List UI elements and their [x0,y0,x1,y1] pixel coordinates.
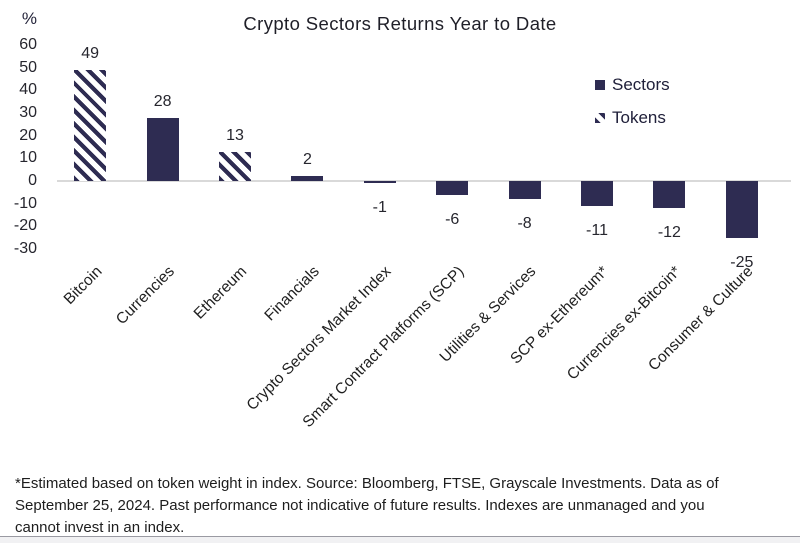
bar [581,181,613,206]
legend-label: Tokens [612,108,666,127]
y-axis-unit-label: % [21,9,37,28]
bar [508,181,541,200]
x-axis-category-label: Crypto Sectors Market Index [243,263,395,414]
x-axis-category-label: Bitcoin [60,263,106,308]
tokens-hatch-swatch-icon [595,113,605,123]
bar-value-label: -6 [445,210,460,228]
bar [219,151,251,181]
bar [74,69,107,181]
y-axis-tick-label: 30 [19,104,37,121]
bar-value-label: -11 [586,221,608,239]
y-axis-tick-label: 40 [19,81,37,99]
x-axis-category-label: Ethereum [190,263,251,323]
bar [436,181,469,195]
legend-item-tokens: Tokens [595,108,670,128]
bar-value-label: 13 [226,126,244,144]
zero-line [57,180,791,182]
bar-value-label: -1 [372,199,387,217]
x-axis-category-label: Currencies [112,263,178,329]
bar-value-label: -8 [517,215,532,233]
y-axis-tick-label: -30 [13,240,37,257]
legend-label: Sectors [612,75,670,94]
footnote-line: September 25, 2024. Past performance not… [15,497,705,514]
chart-title: Crypto Sectors Returns Year to Date [243,13,557,34]
y-axis-tick-label: 0 [28,172,37,189]
footnote-line: cannot invest in an index. [15,519,185,536]
bottom-divider [0,536,800,543]
bar-value-label: 2 [302,151,312,169]
bar [291,176,324,181]
bar-value-label: 28 [153,92,172,110]
bar [363,181,396,184]
legend-item-sectors: Sectors [595,75,670,95]
bar [725,181,758,238]
legend: Sectors Tokens [595,75,670,141]
footnote: *Estimated based on token weight in inde… [15,473,793,539]
y-axis-tick-label: -20 [13,217,37,235]
plot-area: 49 28 13 2 -1 -6 -8 -11 -12 -25 [54,44,791,271]
footnote-line: *Estimated based on token weight in inde… [15,475,719,492]
bar [653,181,686,209]
y-axis-tick-label: 50 [19,58,37,76]
bar-value-label: -12 [657,224,681,242]
x-axis-category-label: Financials [261,263,323,325]
bar [146,117,179,181]
y-axis-tick-label: 20 [19,126,37,144]
y-axis-tick-label: -10 [13,194,37,212]
bar-value-label: -25 [730,253,754,271]
y-axis-tick-label: 10 [19,149,37,167]
bar-value-label: 49 [81,44,100,62]
sectors-swatch-icon [595,80,605,90]
y-axis-tick-label: 60 [19,36,37,53]
